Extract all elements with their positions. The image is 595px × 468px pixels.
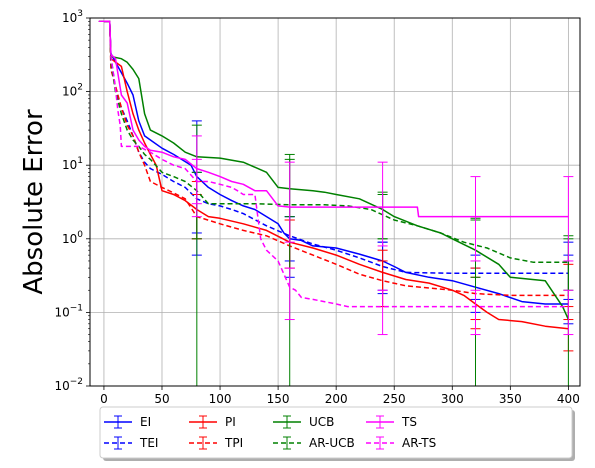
- legend-label: TPI: [224, 436, 243, 450]
- legend-item-ts: TS: [366, 415, 417, 429]
- x-tick-label: 100: [209, 392, 232, 406]
- legend-item-ar-ts: AR-TS: [366, 436, 436, 450]
- y-tick-label: 10−1: [54, 303, 83, 319]
- y-tick-label: 101: [62, 156, 83, 172]
- legend-label: TS: [401, 415, 417, 429]
- series-line: [103, 20, 569, 305]
- legend-item-tpi: TPI: [189, 436, 243, 450]
- legend-item-ei: EI: [104, 415, 151, 429]
- legend-label: UCB: [309, 415, 334, 429]
- legend-item-ucb: UCB: [273, 415, 334, 429]
- y-tick-label: 10−2: [54, 377, 83, 393]
- legend-label: TEI: [139, 436, 158, 450]
- legend-label: AR-TS: [402, 436, 436, 450]
- legend-label: AR-UCB: [309, 436, 355, 450]
- y-tick-label: 103: [62, 9, 83, 25]
- x-tick-label: 150: [267, 392, 290, 406]
- grid-layer: [90, 17, 580, 387]
- x-tick-label: 50: [154, 392, 169, 406]
- y-tick-label: 102: [62, 83, 83, 99]
- legend-label: EI: [140, 415, 151, 429]
- y-axis-label: Absolute Error: [19, 109, 49, 295]
- series-line: [103, 20, 569, 308]
- x-tick-label: 400: [557, 392, 580, 406]
- series-line: [103, 20, 569, 218]
- series-line: [103, 20, 569, 330]
- axis-layer: 0 50 100 150 200 250 300 350 400 10−2 10−1 100 101 10…: [54, 9, 579, 406]
- series-ar-ts: [98, 20, 574, 336]
- x-tick-label: 250: [383, 392, 406, 406]
- x-tick-label: 300: [441, 392, 464, 406]
- x-tick-label: 0: [100, 392, 108, 406]
- legend-item-pi: PI: [189, 415, 236, 429]
- legend-label: PI: [225, 415, 236, 429]
- series-line: [103, 20, 570, 320]
- x-tick-label: 200: [325, 392, 348, 406]
- legend-item-tei: TEI: [104, 436, 158, 450]
- legend: EI TEI PI TPI UCB AR-UCB TS AR-TS: [99, 406, 575, 461]
- legend-item-ar-ucb: AR-UCB: [273, 436, 355, 450]
- legend-box: [99, 406, 573, 459]
- y-tick-label: 100: [62, 230, 83, 246]
- plot-frame: [89, 17, 581, 387]
- x-tick-label: 350: [499, 392, 522, 406]
- series-line: [103, 20, 569, 264]
- series-layer: [98, 20, 574, 386]
